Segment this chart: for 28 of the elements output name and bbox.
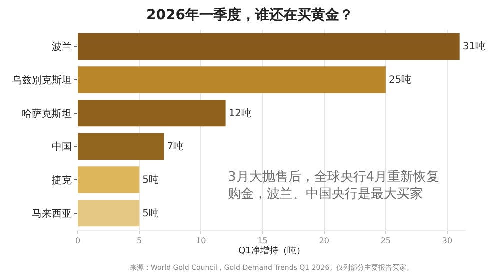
data-label: 31吨 — [462, 40, 486, 53]
y-tick-label: 马来西亚 — [32, 208, 72, 220]
x-tick-label: 15 — [258, 236, 268, 246]
y-tick-label: 中国 — [52, 141, 72, 154]
y-tick-label: 哈萨克斯坦 — [22, 108, 72, 120]
y-tick-label: 乌兹别克斯坦 — [12, 74, 72, 86]
data-label: 7吨 — [167, 140, 184, 153]
x-tick-label: 20 — [319, 236, 330, 246]
bar — [78, 66, 386, 94]
x-tick-label: 30 — [442, 236, 453, 246]
data-label: 12吨 — [228, 107, 252, 120]
data-label: 25吨 — [388, 74, 412, 86]
data-label: 5吨 — [142, 207, 159, 220]
y-tick-label: 波兰 — [52, 41, 72, 54]
x-tick-label: 10 — [196, 236, 206, 246]
bar — [78, 133, 164, 160]
x-tick-label: 25 — [380, 236, 392, 246]
bar — [78, 33, 460, 60]
x-axis-title: Q1净增持（吨） — [238, 246, 306, 257]
x-tick-label: 0 — [75, 236, 81, 246]
annotation: 3月大抛售后，全球央行4月重新恢复购金，波兰、中国央行是最大买家 — [228, 170, 440, 202]
bar — [78, 200, 140, 227]
x-tick-label: 5 — [137, 236, 142, 246]
chart-title: 2026年一季度，谁还在买黄金？ — [146, 6, 354, 24]
bar — [78, 166, 140, 194]
data-label: 5吨 — [142, 174, 159, 186]
bar — [78, 100, 226, 127]
y-tick-label: 捷克 — [52, 174, 72, 186]
